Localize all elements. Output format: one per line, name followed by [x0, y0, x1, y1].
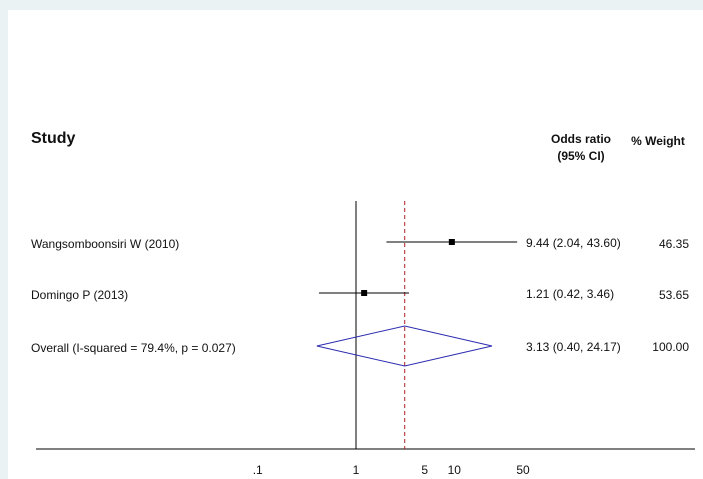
- study-label-1: Wangsomboonsiri W (2010): [31, 237, 179, 251]
- x-axis-ticks: .1 1 5 10 50: [253, 463, 530, 477]
- study-ci-text-2: 1.21 (0.42, 3.46): [526, 287, 614, 301]
- overall-ci-text: 3.13 (0.40, 24.17): [526, 340, 621, 354]
- x-tick-label-1: 1: [353, 463, 360, 477]
- study-point-1: [448, 239, 455, 245]
- study-label-2: Domingo P (2013): [31, 288, 128, 302]
- header-effect-line1: Odds ratio: [551, 132, 611, 146]
- overall-weight: 100.00: [652, 340, 689, 354]
- x-tick-label-10: 10: [448, 463, 462, 477]
- header-study: Study: [31, 130, 76, 147]
- study-weight-2: 53.65: [659, 288, 689, 302]
- header-weight: % Weight: [631, 134, 685, 148]
- x-tick-label-50: 50: [516, 463, 530, 477]
- x-tick-label-5: 5: [421, 463, 428, 477]
- x-tick-label-.1: .1: [253, 463, 263, 477]
- overall-label: Overall (I-squared = 79.4%, p = 0.027): [31, 341, 236, 355]
- header-effect-line2: (95% CI): [557, 149, 604, 163]
- plot-marks: [36, 201, 695, 450]
- overall-diamond: [316, 325, 493, 367]
- study-point-2: [361, 290, 368, 296]
- study-ci-text-1: 9.44 (2.04, 43.60): [526, 236, 621, 250]
- study-weight-1: 46.35: [659, 237, 689, 251]
